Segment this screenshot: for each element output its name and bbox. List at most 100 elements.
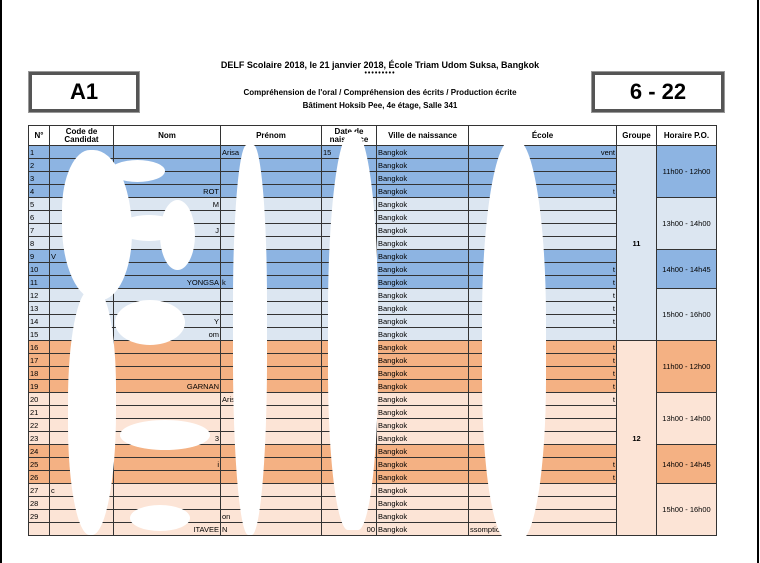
first-name — [220, 171, 322, 185]
last-name: GARNAN — [113, 379, 221, 393]
first-name — [220, 496, 322, 510]
row-number: 6 — [28, 210, 50, 224]
redaction-mark — [120, 420, 210, 450]
table-row: 28 Bangkok — [28, 496, 717, 510]
column-header: École — [468, 125, 617, 146]
first-name: N — [220, 522, 322, 536]
row-number: 27 — [28, 483, 50, 497]
row-number: 5 — [28, 197, 50, 211]
row-number: 21 — [28, 405, 50, 419]
birth-city: Bangkok — [376, 288, 469, 302]
birth-city: Bangkok — [376, 249, 469, 263]
row-number: 17 — [28, 353, 50, 367]
birth-city: Bangkok — [376, 275, 469, 289]
column-header: N° — [28, 125, 50, 146]
oral-time-slot: 14h00 - 14h45 — [656, 249, 717, 289]
row-number: 7 — [28, 223, 50, 237]
row-number: 4 — [28, 184, 50, 198]
last-name — [113, 353, 221, 367]
last-name — [113, 288, 221, 302]
last-name — [113, 366, 221, 380]
row-number: 12 — [28, 288, 50, 302]
row-number: 2 — [28, 158, 50, 172]
column-header: Nom — [113, 125, 221, 146]
birth-city: Bangkok — [376, 262, 469, 276]
row-number: 3 — [28, 171, 50, 185]
first-name — [220, 158, 322, 172]
birth-city: Bangkok — [376, 340, 469, 354]
redaction-mark — [130, 505, 190, 531]
document-title: DELF Scolaire 2018, le 21 janvier 2018, … — [220, 60, 540, 70]
table-row: ITAVEE N 00 Bangkok ssomption — [28, 522, 717, 536]
row-number: 1 — [28, 145, 50, 159]
birth-city: Bangkok — [376, 444, 469, 458]
birth-city: Bangkok — [376, 405, 469, 419]
birth-city: Bangkok — [376, 327, 469, 341]
row-number: 16 — [28, 340, 50, 354]
exam-sections: Compréhension de l'oral / Compréhension … — [243, 88, 517, 97]
column-header: Horaire P.O. — [656, 125, 717, 146]
school — [468, 509, 617, 523]
row-number: 25 — [28, 457, 50, 471]
row-number: 28 — [28, 496, 50, 510]
row-number: 9 — [28, 249, 50, 263]
row-number: 19 — [28, 379, 50, 393]
birth-city: Bangkok — [376, 184, 469, 198]
last-name — [113, 262, 221, 276]
row-number: 29 — [28, 509, 50, 523]
birth-city: Bangkok — [376, 392, 469, 406]
oral-time-slot: 13h00 - 14h00 — [656, 392, 717, 445]
last-name — [113, 496, 221, 510]
last-name — [113, 392, 221, 406]
birth-city: Bangkok — [376, 197, 469, 211]
oral-time-slot: 15h00 - 16h00 — [656, 483, 717, 536]
row-number: 14 — [28, 314, 50, 328]
last-name — [113, 470, 221, 484]
birth-city: Bangkok — [376, 470, 469, 484]
candidate-range-box: 6 - 22 — [591, 71, 725, 113]
birth-city: Bangkok — [376, 210, 469, 224]
birth-city: Bangkok — [376, 483, 469, 497]
last-name: YONGSA — [113, 275, 221, 289]
column-header: Prénom — [220, 125, 322, 146]
row-number: 10 — [28, 262, 50, 276]
school — [468, 158, 617, 172]
row-number: 11 — [28, 275, 50, 289]
row-number: 18 — [28, 366, 50, 380]
birth-city: Bangkok — [376, 223, 469, 237]
redaction-mark — [110, 160, 165, 182]
last-name: i — [113, 457, 221, 471]
table-header-row: N° Code de Candidat Nom Prénom Date de n… — [28, 125, 717, 146]
school — [468, 171, 617, 185]
last-name — [113, 405, 221, 419]
redaction-mark — [328, 132, 378, 530]
column-header: Ville de naissance — [376, 125, 469, 146]
birth-city: Bangkok — [376, 457, 469, 471]
row-number: 23 — [28, 431, 50, 445]
last-name: ROT — [113, 184, 221, 198]
first-name: Arisa — [220, 145, 322, 159]
row-number: 15 — [28, 327, 50, 341]
page-border-left — [0, 0, 2, 563]
row-number: 22 — [28, 418, 50, 432]
row-number — [28, 522, 50, 536]
last-name: M — [113, 197, 221, 211]
oral-time-slot: 11h00 - 12h00 — [656, 340, 717, 393]
redaction-mark — [482, 140, 546, 540]
last-name — [113, 483, 221, 497]
school: ssomption — [468, 522, 617, 536]
page-border-right — [757, 0, 759, 563]
row-number: 26 — [28, 470, 50, 484]
table-row: 1 Arisa 15 Bangkok vent 11 11h00 - 12h00 — [28, 145, 717, 341]
oral-time-slot: 14h00 - 14h45 — [656, 444, 717, 484]
school: vent — [468, 145, 617, 159]
first-name — [220, 483, 322, 497]
oral-time-slot: 15h00 - 16h00 — [656, 288, 717, 341]
group-number: 11 — [616, 145, 657, 341]
birth-city: Bangkok — [376, 496, 469, 510]
last-name — [113, 340, 221, 354]
birth-city: Bangkok — [376, 145, 469, 159]
exam-room: Bâtiment Hoksib Pee, 4e étage, Salle 341 — [302, 101, 458, 110]
birth-city: Bangkok — [376, 353, 469, 367]
birth-city: Bangkok — [376, 379, 469, 393]
